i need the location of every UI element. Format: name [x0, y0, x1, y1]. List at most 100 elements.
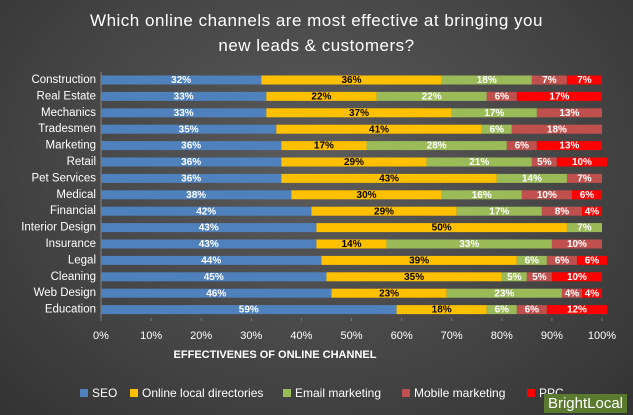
data-label: 43% — [199, 223, 219, 234]
data-label: 59% — [239, 305, 259, 316]
legend-swatch — [283, 389, 291, 397]
data-label: 6% — [515, 141, 530, 152]
bar-segment — [266, 91, 377, 101]
bar-segment — [331, 288, 447, 298]
data-label: 29% — [374, 206, 394, 217]
bar-segment — [101, 223, 317, 233]
bar-segment — [326, 272, 502, 282]
bar-segment — [546, 305, 608, 315]
data-label: 23% — [494, 288, 514, 299]
data-label: 6% — [495, 305, 510, 316]
bar-segment — [551, 272, 602, 282]
y-tick-label: Interior Design — [21, 222, 96, 234]
data-label: 6% — [525, 305, 540, 316]
bar-segment — [441, 190, 522, 200]
bar-segment — [486, 305, 517, 315]
data-label: 36% — [341, 75, 361, 86]
bar-segment — [581, 288, 602, 298]
bar-segment — [581, 206, 602, 216]
data-label: 6% — [490, 124, 505, 135]
bar-segment — [281, 141, 367, 151]
x-tick-label: 20% — [190, 330, 212, 342]
legend-label: Online local directories — [142, 386, 263, 400]
data-label: 8% — [555, 206, 570, 217]
data-label: 5% — [537, 157, 552, 168]
bar-segment — [531, 157, 557, 167]
data-label: 38% — [186, 190, 206, 201]
bar-segment — [576, 255, 608, 265]
data-label: 6% — [525, 256, 540, 267]
bar-segment — [566, 223, 602, 233]
bar-segment — [516, 305, 547, 315]
bar-segment — [516, 91, 602, 101]
x-tick-label: 50% — [340, 330, 362, 342]
data-label: 43% — [199, 239, 219, 250]
x-tick-label: 100% — [588, 330, 616, 342]
legend-label: Mobile marketing — [414, 386, 505, 400]
data-label: 23% — [379, 288, 399, 299]
bar-segment — [101, 124, 277, 134]
data-label: 7% — [577, 223, 592, 234]
data-label: 13% — [559, 108, 579, 119]
bar-segment — [101, 141, 282, 151]
data-label: 43% — [379, 174, 399, 185]
y-tick-label: Financial — [50, 205, 96, 217]
bar-segment — [566, 75, 602, 85]
bar-segment — [266, 108, 452, 118]
legend-swatch — [402, 389, 410, 397]
bar-segment — [101, 255, 322, 265]
x-tick-label: 0% — [93, 330, 109, 342]
bar-segment — [536, 141, 602, 151]
bar-segment — [481, 124, 512, 134]
data-label: 16% — [472, 190, 492, 201]
data-label: 6% — [585, 256, 600, 267]
bar-segment — [541, 206, 582, 216]
data-label: 33% — [459, 239, 479, 250]
bar-segment — [396, 305, 487, 315]
y-tick-label: Insurance — [45, 238, 96, 250]
chart-title: Which online channels are most effective… — [90, 11, 543, 55]
bar-segment — [506, 141, 537, 151]
bar-segment — [101, 108, 267, 118]
bar-segment — [101, 239, 317, 249]
bar-segment — [281, 157, 427, 167]
bar-segment — [486, 91, 517, 101]
data-label: 50% — [432, 223, 452, 234]
data-label: 6% — [580, 190, 595, 201]
data-label: 33% — [174, 92, 194, 103]
bar-segment — [516, 255, 547, 265]
bar-segment — [441, 75, 532, 85]
bar-segment — [101, 75, 262, 85]
x-tick-label: 30% — [240, 330, 262, 342]
data-label: 44% — [201, 256, 221, 267]
data-label: 7% — [577, 174, 592, 185]
logo: BrightLocal — [543, 394, 627, 413]
bar-segment — [291, 190, 442, 200]
bar-segment — [316, 239, 387, 249]
data-label: 4% — [585, 206, 600, 217]
data-label: 4% — [565, 288, 580, 299]
legend-label: SEO — [92, 386, 117, 400]
y-tick-label: Education — [45, 304, 96, 316]
data-label: 18% — [477, 75, 497, 86]
y-tick-label: Legal — [68, 254, 96, 266]
data-label: 35% — [404, 272, 424, 283]
data-label: 22% — [422, 92, 442, 103]
bar-segment — [101, 305, 397, 315]
x-tick-label: 10% — [140, 330, 162, 342]
bar-segment — [531, 75, 567, 85]
bar-segment — [556, 157, 608, 167]
data-label: 7% — [577, 75, 592, 86]
x-tick-label: 70% — [441, 330, 463, 342]
bar-segment — [496, 173, 567, 183]
bar-segment — [101, 288, 332, 298]
y-tick-label: Construction — [31, 74, 96, 86]
legend-swatch — [130, 389, 138, 397]
data-label: 7% — [542, 75, 557, 86]
bar-segment — [501, 272, 527, 282]
data-label: 21% — [469, 157, 489, 168]
bar-segment — [451, 108, 537, 118]
bar-segment — [546, 255, 577, 265]
data-label: 12% — [567, 305, 587, 316]
